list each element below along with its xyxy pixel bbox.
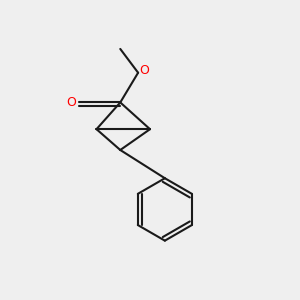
Text: O: O [66,96,76,109]
Text: O: O [140,64,150,77]
